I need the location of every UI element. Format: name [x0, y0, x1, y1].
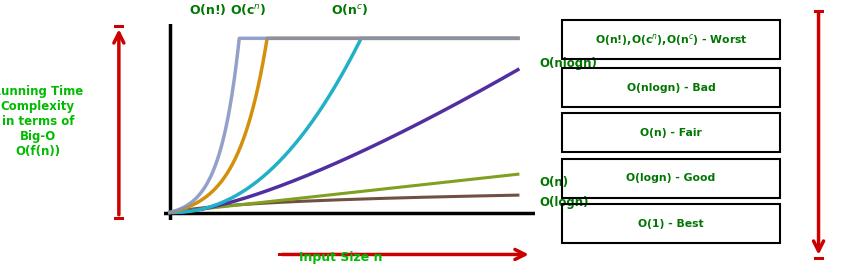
- Text: O(nlogn) - Bad: O(nlogn) - Bad: [626, 82, 716, 92]
- Bar: [562, 68, 780, 107]
- Text: O(n) - Fair: O(n) - Fair: [640, 128, 702, 138]
- Text: O(nlogn): O(nlogn): [539, 57, 597, 70]
- Text: O(logn) - Good: O(logn) - Good: [626, 173, 716, 183]
- Bar: [562, 113, 780, 152]
- Text: O(n$^c$): O(n$^c$): [331, 2, 368, 17]
- Text: O(logn): O(logn): [539, 196, 588, 209]
- Text: O(n): O(n): [539, 176, 568, 189]
- Bar: [562, 20, 780, 59]
- Bar: [562, 204, 780, 243]
- Text: Running Time
Complexity
in terms of
Big-O
O(f(n)): Running Time Complexity in terms of Big-…: [0, 85, 83, 159]
- Text: O(n!),O(c$^n$),O(n$^c$) - Worst: O(n!),O(c$^n$),O(n$^c$) - Worst: [594, 32, 748, 48]
- Text: O(n!) O(c$^n$): O(n!) O(c$^n$): [189, 2, 266, 17]
- Text: Input Size n: Input Size n: [299, 251, 383, 264]
- Bar: [562, 159, 780, 198]
- Text: O(1) - Best: O(1) - Best: [638, 219, 704, 229]
